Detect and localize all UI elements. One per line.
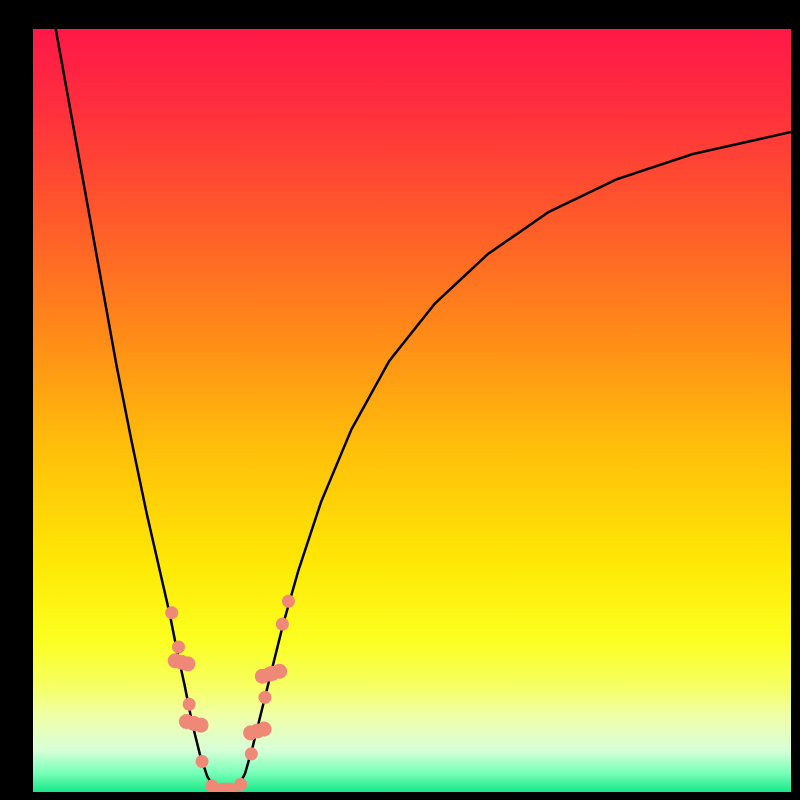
marker-dot — [165, 606, 178, 619]
marker-dot — [282, 595, 295, 608]
marker-dot — [245, 747, 258, 760]
marker-dot — [234, 778, 247, 791]
marker-dot — [183, 698, 196, 711]
chart-container: TheBottleneck.com — [0, 0, 800, 800]
marker-dot — [172, 641, 185, 654]
marker-dot — [258, 691, 271, 704]
bottleneck-chart — [0, 0, 800, 800]
marker-dot — [196, 755, 209, 768]
marker-dot — [276, 618, 289, 631]
